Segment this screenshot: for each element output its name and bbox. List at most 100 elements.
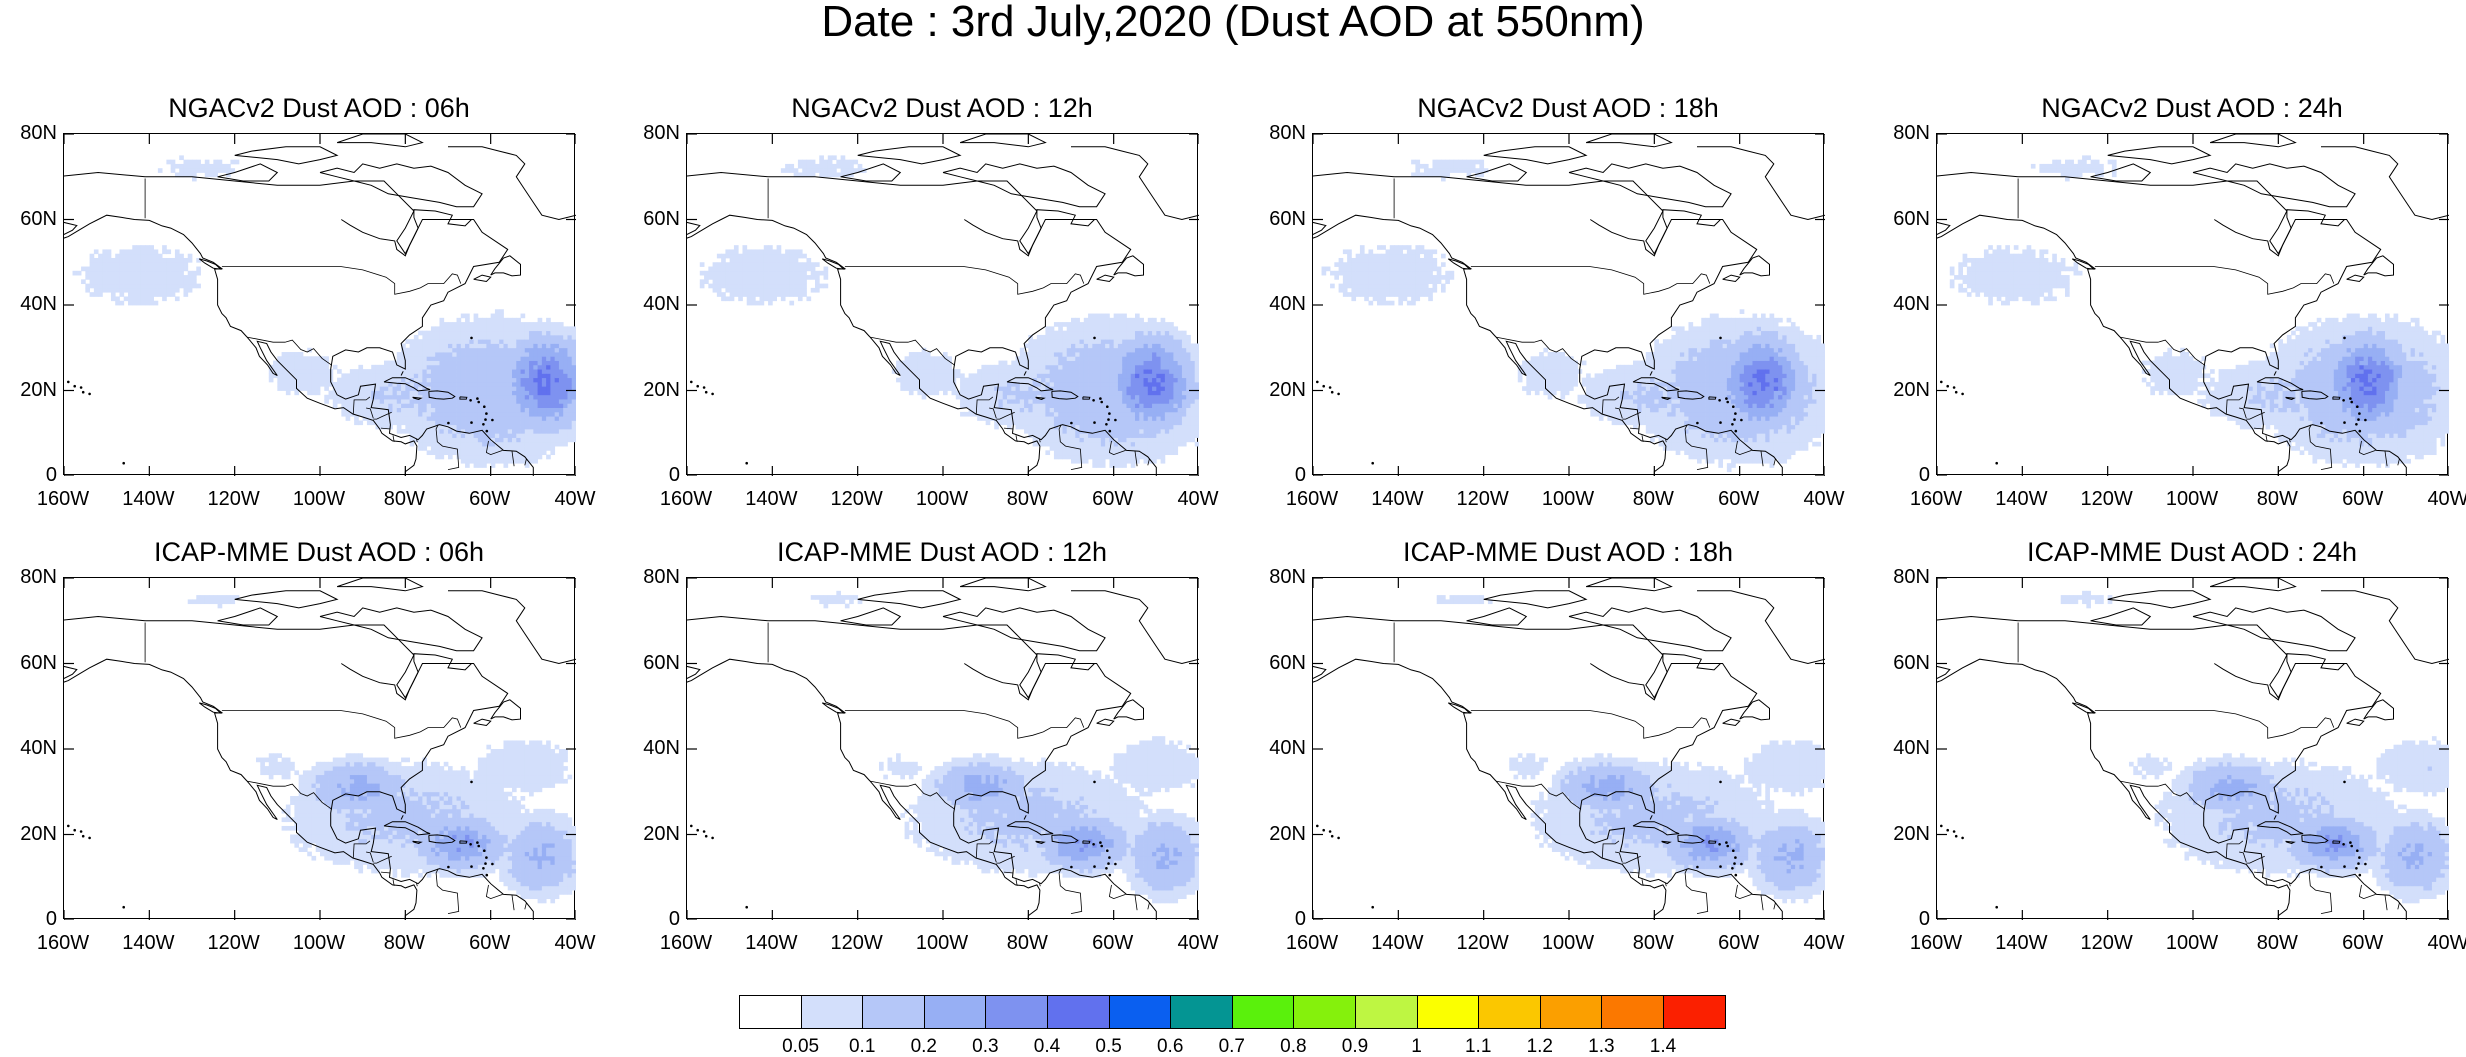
aod-cell [516, 343, 521, 348]
aod-cell [1024, 391, 1029, 396]
aod-cell [1535, 361, 1540, 366]
aod-cell [926, 361, 931, 366]
aod-cell [1676, 450, 1681, 455]
aod-cell [930, 361, 935, 366]
aod-cell [435, 455, 440, 460]
aod-cell [841, 155, 846, 160]
aod-cell [939, 365, 944, 370]
aod-cell [410, 399, 415, 404]
aod-cell [563, 399, 568, 404]
aod-cell [525, 361, 530, 366]
aod-cell [486, 420, 491, 425]
aod-cell [1642, 416, 1647, 421]
aod-cell [1432, 275, 1437, 280]
aod-cell [1135, 326, 1140, 331]
aod-cell [913, 352, 918, 357]
aod-cell [538, 438, 543, 443]
aod-cell [521, 314, 526, 319]
aod-cell [1646, 425, 1651, 430]
aod-cell [495, 348, 500, 353]
coastline [964, 210, 1094, 256]
aod-cell [1182, 378, 1187, 383]
aod-cell [1131, 420, 1136, 425]
aod-cell [439, 326, 444, 331]
aod-cell [567, 343, 572, 348]
aod-cell [1654, 403, 1659, 408]
aod-cell [1097, 425, 1102, 430]
aod-cell [1011, 399, 1016, 404]
aod-cell [546, 343, 551, 348]
aod-cell [1415, 258, 1420, 263]
aod-cell [947, 382, 952, 387]
aod-cell [491, 429, 496, 434]
aod-cell [346, 382, 351, 387]
aod-cell [1624, 365, 1629, 370]
aod-cell [1011, 403, 1016, 408]
aod-cell [1680, 356, 1685, 361]
aod-cell [1028, 420, 1033, 425]
aod-cell [333, 399, 338, 404]
aod-cell [457, 412, 462, 417]
aod-cell [375, 399, 380, 404]
aod-cell [1126, 335, 1131, 340]
aod-cell [1195, 433, 1199, 438]
aod-cell [1080, 335, 1085, 340]
aod-cell [1351, 271, 1356, 276]
aod-cell [1097, 382, 1102, 387]
aod-cell [128, 296, 133, 301]
island [82, 391, 85, 394]
aod-cell [1118, 352, 1123, 357]
aod-cell [721, 267, 726, 272]
aod-cell [1016, 369, 1021, 374]
aod-cell [1394, 279, 1399, 284]
aod-cell [1190, 373, 1195, 378]
aod-cell [1654, 391, 1659, 396]
aod-cell [1152, 356, 1157, 361]
aod-cell [512, 459, 517, 464]
aod-cell [196, 168, 201, 173]
aod-cell [1088, 373, 1093, 378]
aod-cell [307, 386, 312, 391]
aod-cell [1122, 339, 1127, 344]
aod-cell [137, 271, 142, 276]
aod-cell [1054, 386, 1059, 391]
aod-cell [781, 296, 786, 301]
aod-cell [1676, 361, 1681, 366]
aod-cell [700, 262, 705, 267]
aod-cell [461, 442, 466, 447]
aod-cell [1105, 373, 1110, 378]
aod-cell [930, 369, 935, 374]
aod-cell [1471, 164, 1476, 169]
aod-cell [567, 331, 572, 336]
aod-cell [482, 318, 487, 323]
aod-cell [482, 369, 487, 374]
aod-cell [1173, 429, 1178, 434]
aod-cell [1182, 331, 1187, 336]
aod-cell [1381, 275, 1386, 280]
aod-cell [1003, 365, 1008, 370]
aod-cell [1629, 391, 1634, 396]
aod-cell [1024, 429, 1029, 434]
aod-cell [1067, 365, 1072, 370]
aod-cell [90, 292, 95, 297]
aod-cell [461, 438, 466, 443]
aod-cell [1080, 416, 1085, 421]
aod-cell [533, 459, 538, 464]
aod-cell [307, 356, 312, 361]
aod-cell [1526, 369, 1531, 374]
island [1093, 337, 1096, 340]
aod-cell [1075, 416, 1080, 421]
aod-cell [1178, 399, 1183, 404]
aod-cell [529, 408, 534, 413]
aod-cell [781, 292, 786, 297]
aod-cell [154, 262, 159, 267]
aod-cell [1161, 361, 1166, 366]
aod-cell [1169, 391, 1174, 396]
aod-cell [452, 343, 457, 348]
aod-cell [550, 425, 555, 430]
aod-cell [1676, 403, 1681, 408]
aod-cell [119, 262, 124, 267]
aod-cell [926, 352, 931, 357]
island [696, 385, 699, 388]
aod-cell [1003, 369, 1008, 374]
